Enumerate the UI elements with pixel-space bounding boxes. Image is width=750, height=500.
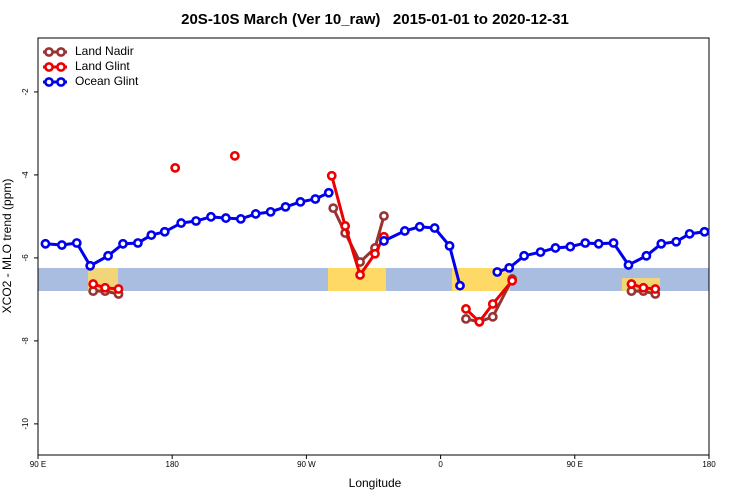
data-point: [626, 279, 637, 289]
x-tick-label: 90 E: [567, 460, 583, 469]
data-point: [265, 206, 276, 217]
data-point: [206, 211, 216, 222]
data-point: [504, 262, 515, 273]
legend-marker: [44, 62, 54, 72]
y-tick-label: -2: [21, 88, 30, 96]
data-point: [280, 201, 291, 212]
data-point: [323, 187, 334, 198]
data-point: [593, 238, 604, 249]
data-point: [250, 209, 261, 219]
data-point: [487, 311, 498, 322]
data-point: [370, 248, 380, 259]
data-point: [487, 299, 498, 309]
legend-marker: [56, 77, 66, 87]
data-point: [56, 240, 67, 250]
data-point: [191, 216, 201, 226]
data-point: [295, 196, 306, 207]
map-strip: [38, 268, 709, 291]
data-point: [608, 238, 619, 248]
data-point: [340, 221, 351, 231]
data-point: [159, 226, 170, 237]
legend-marker: [44, 77, 54, 87]
data-point: [328, 203, 339, 214]
data-point: [550, 243, 561, 253]
data-point: [641, 250, 652, 261]
data-point: [229, 150, 240, 161]
data-point: [40, 238, 51, 249]
y-tick-label: -10: [21, 418, 30, 430]
data-point: [455, 280, 465, 291]
legend-label: Ocean Glint: [75, 74, 139, 88]
data-point: [170, 162, 181, 173]
data-point: [492, 267, 503, 277]
data-point: [379, 235, 389, 246]
data-point: [461, 314, 471, 324]
data-point: [355, 270, 365, 280]
data-point: [85, 260, 96, 271]
data-point: [535, 247, 546, 258]
data-point: [176, 218, 187, 228]
data-point: [699, 226, 710, 237]
y-tick-label: -8: [21, 337, 30, 345]
data-point: [623, 260, 634, 270]
y-axis-label: XCO2 - MLO trend (ppm): [0, 179, 14, 314]
x-axis-label: Longitude: [349, 476, 402, 490]
data-point: [220, 213, 231, 223]
y-tick-label: -6: [21, 254, 30, 262]
legend-label: Land Nadir: [75, 44, 134, 58]
data-point: [113, 284, 124, 294]
data-point: [310, 194, 321, 204]
data-point: [146, 230, 157, 240]
chart-title: 20S-10S March (Ver 10_raw) 2015-01-01 to…: [181, 11, 569, 28]
data-point: [656, 238, 667, 249]
legend-label: Land Glint: [75, 59, 130, 73]
data-point: [235, 214, 246, 224]
data-point: [519, 250, 530, 261]
data-point: [118, 238, 128, 249]
legend-marker: [44, 47, 54, 57]
data-point: [650, 284, 661, 294]
data-point: [461, 304, 471, 314]
data-point: [444, 240, 455, 251]
data-point: [103, 250, 113, 261]
data-point: [326, 170, 337, 181]
data-point: [399, 226, 410, 236]
data-point: [565, 241, 576, 252]
data-point: [638, 282, 649, 293]
x-tick-label: 180: [166, 460, 180, 469]
data-point: [684, 228, 695, 239]
data-point: [88, 279, 99, 289]
legend-marker: [56, 62, 66, 72]
data-point: [474, 316, 485, 327]
data-point: [580, 238, 591, 248]
x-tick-label: 0: [438, 460, 443, 469]
data-point: [71, 238, 82, 248]
y-tick-label: -4: [21, 171, 30, 179]
data-point: [414, 221, 425, 232]
data-point: [671, 236, 682, 247]
x-tick-label: 90 W: [297, 460, 316, 469]
x-tick-label: 180: [702, 460, 716, 469]
plot-frame: [37, 37, 710, 456]
data-point: [507, 275, 518, 286]
x-tick-label: 90 E: [30, 460, 46, 469]
data-point: [133, 238, 143, 248]
data-point: [100, 282, 110, 293]
legend-marker: [56, 47, 66, 57]
data-point: [379, 211, 389, 221]
data-point: [429, 223, 440, 233]
